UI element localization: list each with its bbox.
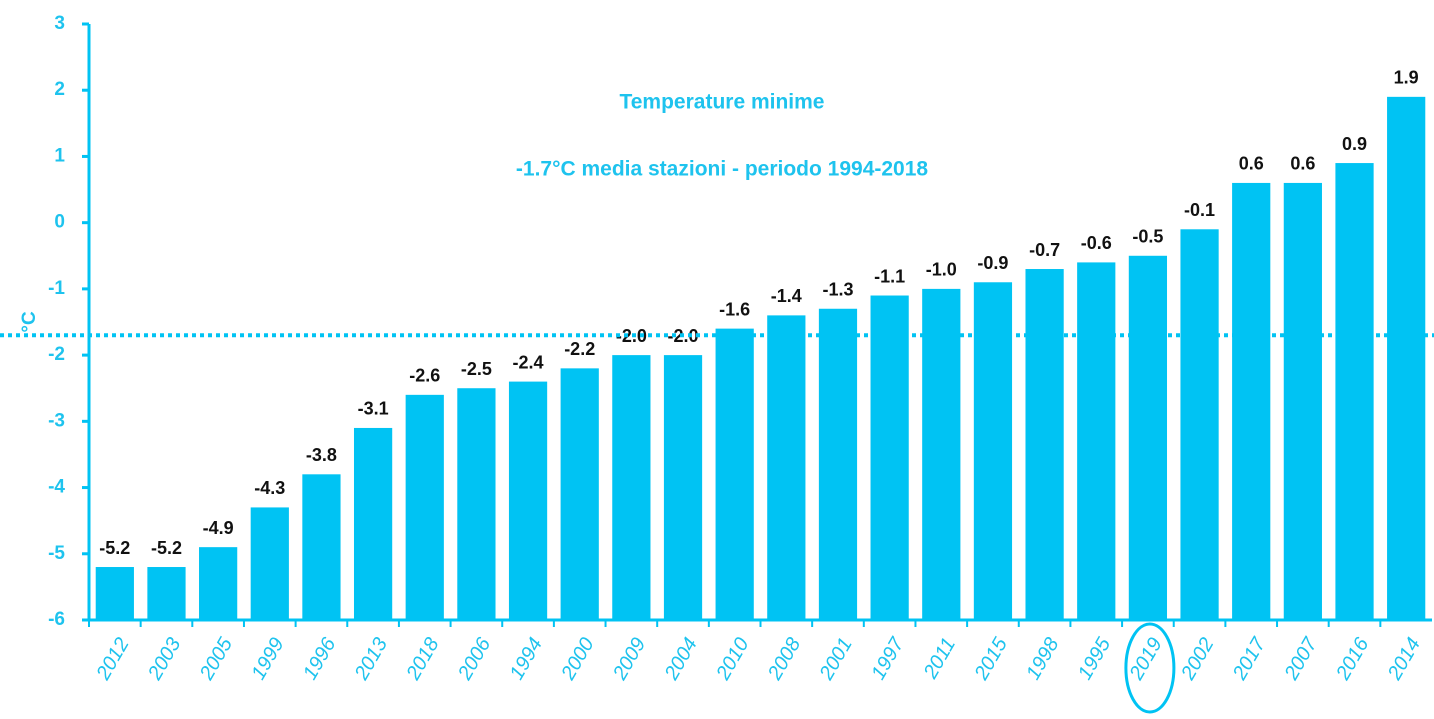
- data-label: -2.2: [564, 339, 595, 359]
- x-tick-label: 2006: [454, 633, 496, 684]
- x-tick-label: 2004: [660, 634, 702, 684]
- data-label: -2.5: [461, 359, 492, 379]
- data-label: -1.0: [926, 260, 957, 280]
- bar: [1025, 269, 1064, 620]
- data-label: -0.1: [1184, 200, 1215, 220]
- bar: [508, 381, 548, 620]
- data-label: -0.6: [1081, 233, 1112, 253]
- x-tick-label: 2001: [815, 634, 857, 684]
- y-tick-label: -4: [48, 477, 65, 498]
- y-axis-label: °C: [19, 311, 40, 333]
- bar: [95, 567, 134, 620]
- x-tick-label: 1995: [1074, 633, 1116, 683]
- bar: [1128, 255, 1168, 620]
- data-label: -0.5: [1132, 227, 1163, 247]
- x-tick-label: 2012: [92, 634, 134, 684]
- data-label: 1.9: [1394, 68, 1419, 88]
- x-tick-label: 1994: [506, 634, 547, 684]
- bar: [922, 288, 961, 620]
- bar: [560, 368, 599, 620]
- x-tick-label: 2009: [608, 634, 650, 684]
- bar: [1283, 182, 1322, 620]
- bar: [1077, 262, 1116, 620]
- bar: [405, 394, 444, 620]
- data-label: -2.4: [513, 352, 544, 372]
- bar: [973, 282, 1013, 620]
- bar: [818, 308, 858, 620]
- bar: [457, 388, 496, 620]
- y-tick-label: 0: [54, 212, 65, 233]
- bar: [663, 355, 703, 620]
- bar: [870, 295, 909, 620]
- data-label: 0.6: [1239, 154, 1264, 174]
- x-tick-label: 1998: [1022, 634, 1063, 684]
- y-tick-label: -1: [48, 278, 65, 299]
- data-label: -3.8: [306, 445, 337, 465]
- data-label: -1.6: [719, 299, 750, 319]
- data-label: -5.2: [151, 538, 182, 558]
- x-tick-label: 2005: [195, 633, 237, 684]
- x-tick-label: 2000: [557, 634, 599, 684]
- bar: [715, 328, 754, 620]
- bar: [1387, 96, 1426, 621]
- x-tick-label: 2007: [1280, 633, 1322, 684]
- x-tick-label: 2015: [970, 633, 1012, 684]
- bar: [199, 547, 238, 620]
- bar: [612, 355, 651, 620]
- bar: [1180, 229, 1219, 621]
- x-tick-label: 1997: [867, 633, 909, 683]
- data-label: -4.9: [203, 518, 234, 538]
- x-tick-label: 2011: [919, 634, 960, 683]
- highlight-circle: [1124, 622, 1176, 714]
- x-tick-label: 2002: [1177, 634, 1219, 684]
- x-tick-label: 2017: [1228, 633, 1270, 684]
- x-tick-label: 2013: [350, 634, 392, 684]
- data-label: -3.1: [358, 399, 389, 419]
- data-label: 0.9: [1342, 134, 1367, 154]
- data-label: -2.6: [409, 366, 440, 386]
- x-tick-label: 2014: [1383, 634, 1425, 684]
- bar: [353, 427, 393, 620]
- y-tick-label: -5: [48, 543, 65, 564]
- y-tick-label: 3: [54, 13, 65, 34]
- data-label: -0.9: [977, 253, 1008, 273]
- data-label: -4.3: [254, 478, 285, 498]
- data-label: -1.3: [822, 280, 853, 300]
- data-label: -1.4: [771, 286, 802, 306]
- chart-subtitle: -1.7°C media stazioni - periodo 1994-201…: [516, 158, 929, 181]
- bar: [1335, 163, 1374, 621]
- x-tick-label: 1999: [247, 634, 288, 684]
- chart-title: Temperature minime: [619, 91, 824, 114]
- x-tick-label: 2010: [712, 634, 754, 684]
- y-tick-label: 2: [54, 79, 65, 100]
- data-label: -5.2: [99, 538, 130, 558]
- x-tick-label: 2003: [144, 634, 186, 684]
- x-tick-label: 2016: [1332, 633, 1374, 684]
- data-label: -0.7: [1029, 240, 1060, 260]
- y-tick-label: -2: [48, 344, 65, 365]
- y-tick-label: -3: [48, 410, 65, 431]
- bar: [1232, 182, 1271, 620]
- x-tick-label: 2018: [402, 634, 444, 684]
- x-tick-label: 1996: [299, 633, 341, 683]
- bar: [767, 315, 806, 620]
- data-label: -2.0: [616, 326, 647, 346]
- data-label: 0.6: [1290, 154, 1315, 174]
- y-tick-label: -6: [48, 609, 65, 630]
- bar: [302, 474, 341, 620]
- x-tick-label: 2008: [763, 634, 805, 684]
- bar: [147, 567, 186, 620]
- y-tick-label: 1: [54, 145, 65, 166]
- bar: [250, 507, 289, 620]
- data-label: -1.1: [874, 266, 905, 286]
